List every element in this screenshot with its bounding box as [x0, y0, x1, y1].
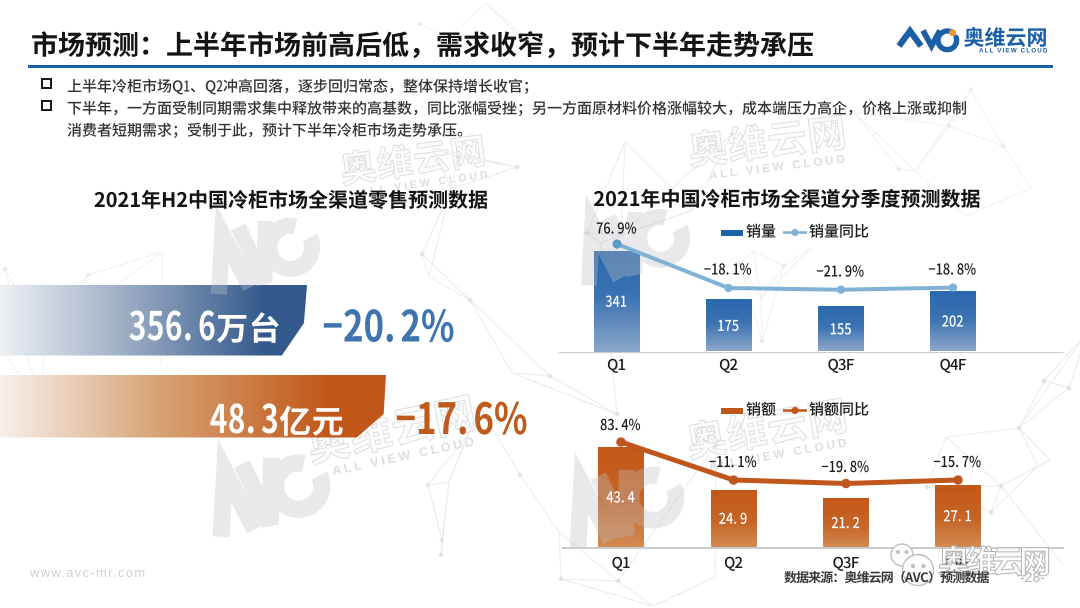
svg-text:www.avc-mr.com: www.avc-mr.com: [29, 565, 146, 580]
svg-text:ALL VIEW CLOUD: ALL VIEW CLOUD: [979, 48, 1049, 55]
svg-text:-28-: -28-: [1020, 569, 1045, 585]
